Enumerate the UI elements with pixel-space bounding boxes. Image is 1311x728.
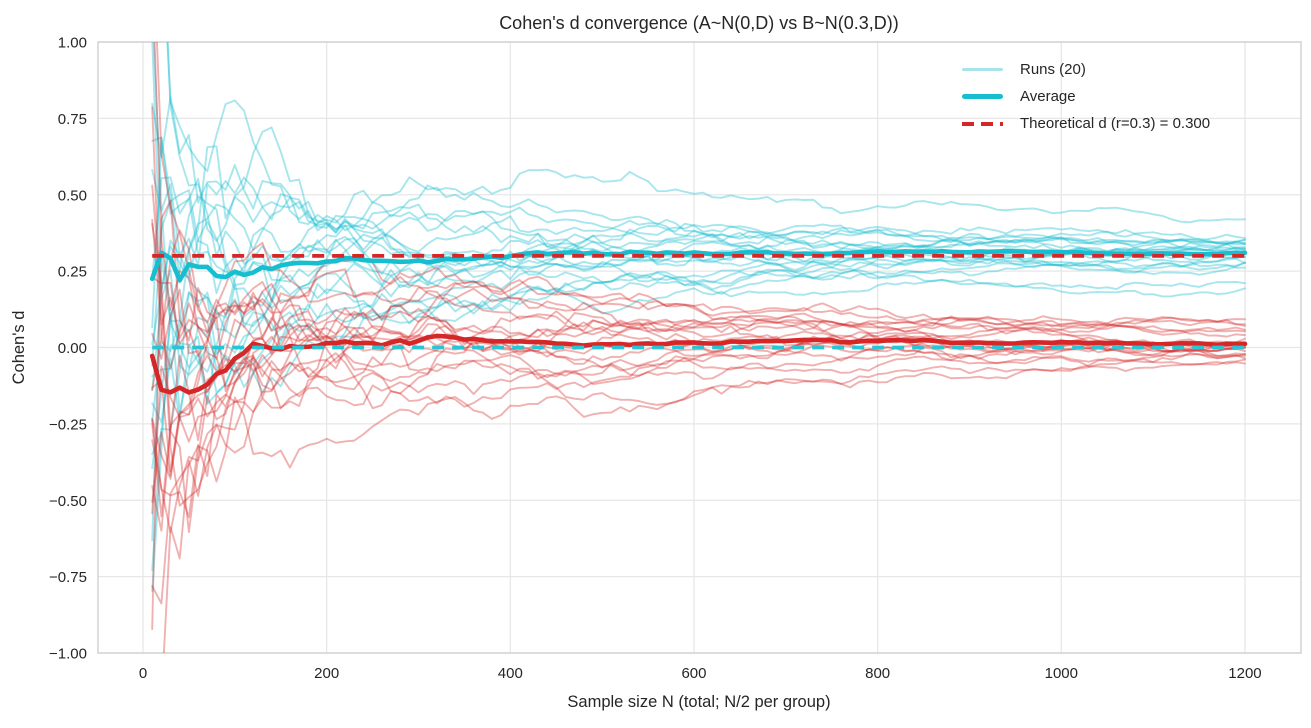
run-line xyxy=(151,281,1246,518)
legend-label-average: Average xyxy=(1020,88,1076,105)
legend-item-theoretical: Theoretical d (r=0.3) = 0.300 xyxy=(962,110,1210,137)
run-line xyxy=(151,238,1246,456)
run-line xyxy=(151,126,1246,253)
x-tick-label: 1000 xyxy=(1045,665,1078,682)
run-line xyxy=(151,258,1246,534)
legend-label-runs: Runs (20) xyxy=(1020,61,1086,78)
run-line xyxy=(151,218,1246,360)
legend-item-runs: Runs (20) xyxy=(962,56,1210,83)
x-tick-labels: 0 200 400 600 800 1000 1200 xyxy=(139,665,1262,682)
run-line xyxy=(151,95,1246,272)
run-line xyxy=(151,345,1246,605)
legend-runs-line-icon xyxy=(962,68,1003,71)
run-line xyxy=(151,279,1246,572)
y-tick-label: −0.25 xyxy=(49,416,87,433)
run-line xyxy=(151,288,1246,394)
average-line xyxy=(149,333,1248,395)
y-tick-label: −1.00 xyxy=(49,646,87,663)
run-line xyxy=(151,199,1246,631)
legend: Runs (20) Average Theoretical d (r=0.3) … xyxy=(962,56,1210,137)
run-line xyxy=(151,184,1246,507)
y-axis-label: Cohen's d xyxy=(10,311,28,385)
run-line xyxy=(151,303,1246,515)
y-tick-label: −0.75 xyxy=(49,569,87,586)
run-line xyxy=(151,298,1246,473)
run-line xyxy=(166,42,1246,267)
run-line xyxy=(151,169,1246,307)
run-line xyxy=(151,245,1246,355)
chart-title: Cohen's d convergence (A~N(0,D) vs B~N(0… xyxy=(499,13,899,33)
legend-average-line-icon xyxy=(962,94,1003,99)
run-line xyxy=(151,223,1246,380)
average-line xyxy=(149,248,1248,283)
x-tick-label: 800 xyxy=(865,665,890,682)
x-axis-label: Sample size N (total; N/2 per group) xyxy=(567,693,830,711)
legend-label-theoretical: Theoretical d (r=0.3) = 0.300 xyxy=(1020,115,1211,132)
run-line xyxy=(156,42,1246,352)
x-tick-label: 200 xyxy=(314,665,339,682)
x-tick-label: 1200 xyxy=(1228,665,1261,682)
y-tick-label: 0.50 xyxy=(58,187,87,204)
plot-border xyxy=(97,41,1302,654)
legend-item-average: Average xyxy=(962,83,1210,110)
run-line xyxy=(151,176,1246,280)
x-tick-label: 600 xyxy=(681,665,706,682)
run-line xyxy=(153,42,1246,408)
x-tick-label: 0 xyxy=(139,665,147,682)
run-line xyxy=(166,42,1246,295)
run-line xyxy=(151,282,1246,480)
run-line xyxy=(151,42,1246,291)
series-layer xyxy=(149,42,1248,653)
y-tick-label: 0.25 xyxy=(58,264,87,281)
y-tick-label: 1.00 xyxy=(58,35,87,52)
y-tick-label: −0.50 xyxy=(49,493,87,510)
x-tick-label: 400 xyxy=(498,665,523,682)
run-line xyxy=(151,316,1246,504)
run-line xyxy=(151,262,1246,470)
y-tick-label: 0.75 xyxy=(58,111,87,128)
legend-theoretical-dashed-line-icon xyxy=(962,121,1003,126)
run-line xyxy=(151,106,1246,370)
y-tick-label: 0.00 xyxy=(58,340,87,357)
y-tick-labels: −1.00 −0.75 −0.50 −0.25 0.00 0.25 0.50 0.75 1.00 xyxy=(49,35,87,663)
run-line xyxy=(151,253,1246,424)
